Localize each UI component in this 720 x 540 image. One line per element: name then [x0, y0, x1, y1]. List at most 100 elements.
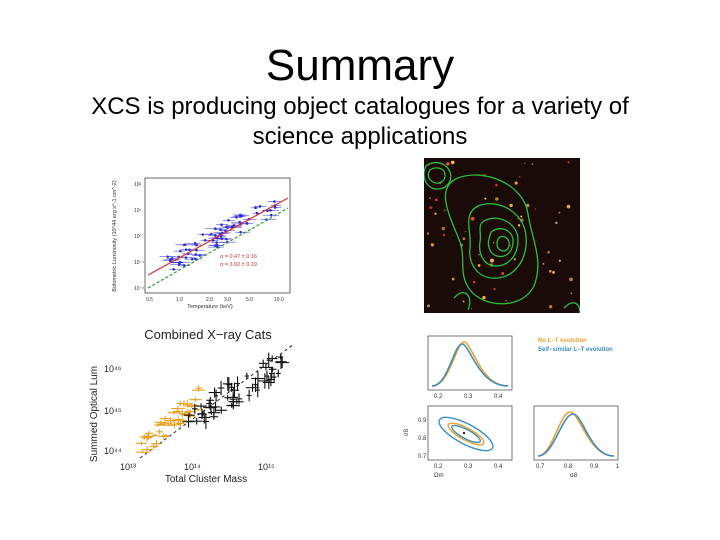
- xray-source: [542, 262, 545, 265]
- mass-trend-line: [139, 343, 295, 459]
- lt-point: [194, 257, 197, 261]
- xray-source: [446, 162, 450, 166]
- xray-source: [492, 242, 495, 244]
- xray-source: [450, 160, 455, 165]
- mass-ytick: 10⁴⁵: [104, 406, 122, 416]
- xray-source: [462, 300, 465, 303]
- xray-contours: [424, 161, 580, 313]
- xray-source: [558, 259, 561, 262]
- omega-label: Ωm: [434, 473, 443, 478]
- xray-source: [509, 203, 513, 208]
- sigma-tick: 0.9: [590, 464, 599, 470]
- lt-point: [201, 233, 205, 236]
- legend-no-evolution: No L−T evolution: [538, 338, 587, 344]
- sigma-tick: 0.8: [564, 464, 573, 470]
- xray-source: [518, 175, 521, 178]
- xray-source: [443, 209, 446, 211]
- lt-fit-text-1: α = 0.47 ± 0.16: [220, 254, 257, 260]
- xray-source: [435, 198, 438, 202]
- xray-source: [490, 258, 494, 263]
- sigma-label-x: σ8: [570, 473, 578, 478]
- xray-source: [495, 197, 499, 201]
- lt-xlabel: Temperature (keV): [187, 304, 233, 310]
- lt-ylabel: Bolometric Luminosity (10^44 erg s^-1 cm…: [112, 180, 118, 292]
- lt-point: [213, 234, 217, 237]
- xray-source: [501, 272, 505, 275]
- slide-title: Summary: [265, 41, 455, 90]
- xray-source: [567, 161, 570, 164]
- lt-point: [273, 206, 277, 209]
- xray-source: [478, 253, 480, 256]
- lt-ytick: 10²: [134, 182, 142, 188]
- mass-xtick: 10¹⁵: [258, 462, 275, 472]
- sigma-pdf-blue: [537, 413, 615, 457]
- sigma-ytick: 0.9: [418, 418, 427, 424]
- mass-luminosity-plot: Combined X−ray Cats Summed Optical Lum 1…: [88, 324, 300, 484]
- xray-source: [484, 197, 487, 200]
- lt-point: [178, 260, 182, 264]
- xray-source: [434, 212, 437, 215]
- omega-pdf-blue: [431, 343, 509, 387]
- omega-tick: 0.4: [494, 464, 503, 470]
- mass-plot-ylabel: Summed Optical Lum: [89, 366, 100, 462]
- lt-point: [179, 249, 182, 253]
- xray-source: [509, 244, 512, 247]
- xray-cluster-image: [424, 158, 580, 313]
- sigma-tick: 0.7: [536, 464, 545, 470]
- xray-source: [429, 206, 433, 210]
- xray-source: [493, 287, 496, 291]
- lt-xtick: 1.0: [176, 297, 183, 303]
- mass-ytick: 10⁴⁶: [104, 364, 122, 374]
- mass-plot-title: Combined X−ray Cats: [144, 327, 272, 342]
- mass-xtick: 10¹⁴: [184, 462, 201, 472]
- xray-source: [464, 230, 467, 233]
- lt-point: [258, 204, 262, 208]
- legend-self-similar: Self−similar L−T evolution: [538, 347, 613, 353]
- lt-point: [219, 228, 222, 231]
- xray-source: [477, 264, 481, 267]
- lt-point: [195, 248, 198, 252]
- xray-source: [526, 203, 530, 208]
- xray-source: [505, 299, 507, 302]
- xray-source: [520, 215, 523, 218]
- lt-point: [214, 227, 217, 230]
- lt-xtick: 0.5: [146, 297, 153, 303]
- lt-point: [273, 200, 276, 203]
- lt-fit-text-2: α = 3.02 ± 0.19: [220, 262, 257, 268]
- xray-source: [442, 233, 446, 237]
- lt-point: [269, 213, 273, 217]
- lt-ytick: 10⁻¹: [134, 260, 144, 266]
- lt-point: [172, 267, 175, 271]
- lt-ytick: 10⁰: [134, 234, 142, 240]
- xray-source: [462, 237, 466, 241]
- lt-point: [220, 223, 223, 227]
- xray-source: [441, 226, 445, 231]
- xray-source: [495, 183, 498, 187]
- lt-ytick: 10¹: [134, 208, 142, 214]
- mass-ytick: 10⁴⁴: [104, 446, 122, 456]
- xray-source: [569, 277, 573, 282]
- lt-point: [184, 248, 188, 251]
- xray-source: [513, 257, 517, 261]
- xray-source: [427, 304, 431, 308]
- lt-point: [269, 208, 272, 212]
- lt-point: [203, 238, 207, 242]
- xray-source: [552, 271, 555, 274]
- lt-point: [225, 225, 228, 229]
- omega-tick: 0.3: [464, 464, 473, 470]
- lt-point: [182, 243, 186, 247]
- xray-source: [451, 277, 455, 281]
- xray-source: [570, 292, 573, 295]
- lt-ytick: 10⁻²: [134, 286, 144, 292]
- xray-source: [531, 163, 534, 165]
- xray-source: [470, 216, 475, 221]
- lt-point: [227, 218, 230, 222]
- xray-source: [548, 305, 553, 309]
- lt-point: [213, 244, 217, 247]
- xray-source: [472, 280, 476, 284]
- lt-point: [245, 222, 249, 225]
- lt-point: [184, 256, 188, 259]
- sigma-ytick: 0.7: [418, 454, 427, 460]
- omega-tick: 0.3: [464, 394, 473, 400]
- xray-source: [548, 269, 552, 273]
